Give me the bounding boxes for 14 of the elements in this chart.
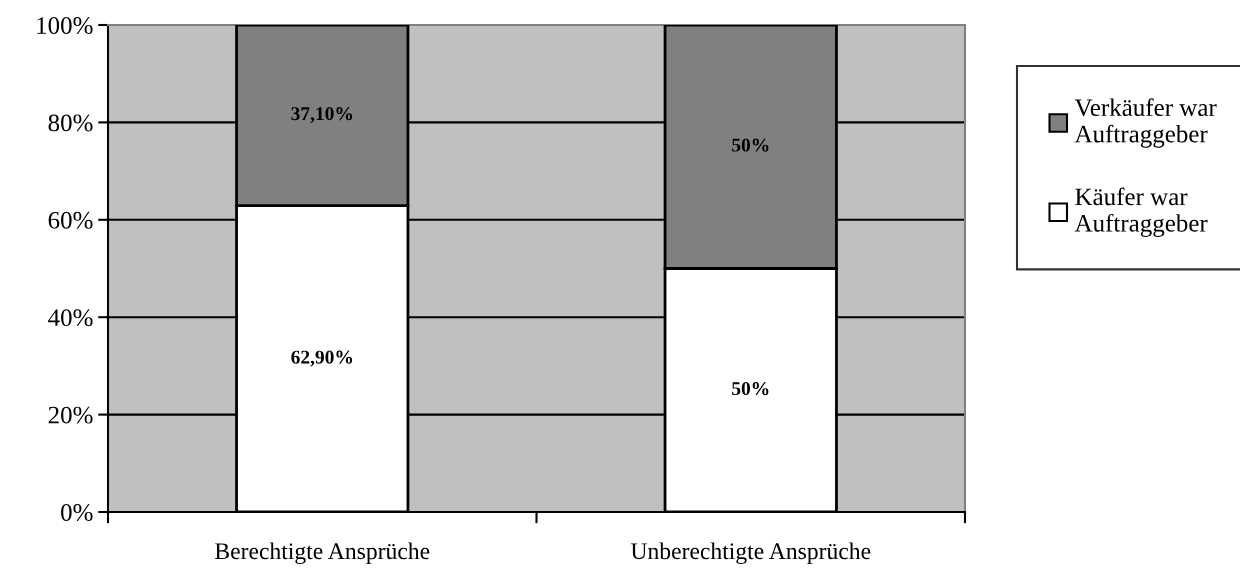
- y-tick-label: 40%: [48, 309, 93, 327]
- x-tick-label: Berechtigte Ansprüche: [215, 542, 430, 565]
- data-label: 37,10%: [291, 107, 353, 124]
- x-tick-label: Unberechtigte Ansprüche: [630, 542, 871, 565]
- y-tick-label: 80%: [48, 114, 93, 132]
- data-label: 50%: [732, 382, 769, 396]
- y-tick-label: 20%: [48, 406, 93, 424]
- y-tick-label: 100%: [37, 17, 93, 34]
- data-label: 50%: [732, 138, 769, 152]
- y-tick-label: 60%: [48, 211, 93, 229]
- legend-label: Verkäufer war Auftraggeber: [1074, 98, 1217, 148]
- legend-label: Käufer war Auftraggeber: [1074, 187, 1208, 237]
- data-label: 62,90%: [291, 350, 353, 367]
- y-tick-label: 0%: [61, 504, 93, 521]
